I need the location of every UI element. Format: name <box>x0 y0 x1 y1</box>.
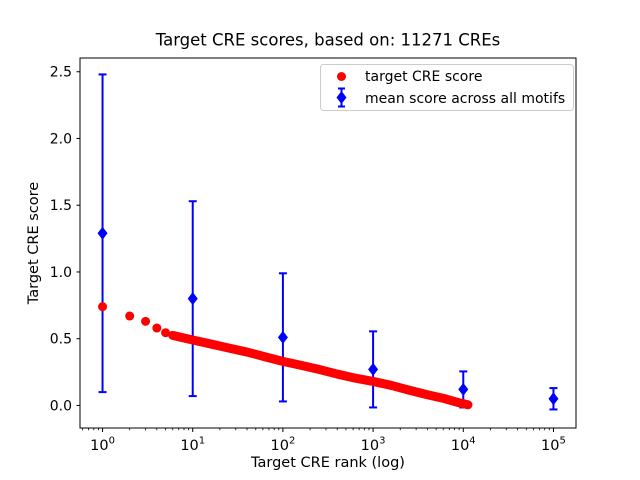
x-tick-label: 101 <box>180 436 205 455</box>
red-scatter-point <box>161 328 171 338</box>
x-tick-label: 102 <box>270 436 295 455</box>
y-tick-label: 2.5 <box>50 65 72 81</box>
chart-title: Target CRE scores, based on: 11271 CREs <box>155 31 501 50</box>
x-tick-label: 104 <box>451 436 476 455</box>
blue-diamond-marker <box>277 330 288 344</box>
y-tick-label: 0.0 <box>50 398 72 414</box>
red-scatter-point <box>98 302 108 312</box>
blue-diamond-marker <box>97 226 108 240</box>
red-scatter-band <box>168 330 473 410</box>
legend-box <box>320 64 574 111</box>
red-scatter-point <box>125 311 135 321</box>
legend-red-circle-marker <box>337 72 346 81</box>
x-tick-label: 105 <box>541 436 566 455</box>
legend-blue-diamond-marker <box>336 91 347 104</box>
legend-box-layer <box>320 64 574 111</box>
blue-diamond-marker <box>368 362 379 376</box>
x-tick-label: 103 <box>361 436 386 455</box>
data-layer <box>97 73 559 411</box>
x-tick-label: 100 <box>90 436 115 455</box>
blue-diamond-marker <box>187 292 198 306</box>
y-tick-label: 0.5 <box>50 332 72 348</box>
red-scatter-point <box>152 323 162 333</box>
blue-diamond-marker <box>458 382 469 396</box>
legend-label-mean-score: mean score across all motifs <box>365 91 565 107</box>
y-tick-label: 2.0 <box>50 131 72 147</box>
blue-diamond-marker <box>548 392 559 406</box>
y-axis-label: Target CRE score <box>26 182 42 305</box>
y-tick-label: 1.5 <box>50 198 72 214</box>
red-scatter-point <box>141 316 151 326</box>
y-tick-label: 1.0 <box>50 265 72 281</box>
text-layer: Target CRE scores, based on: 11271 CREs … <box>26 31 565 472</box>
plot-border <box>79 57 577 429</box>
legend-label-target-cre-score: target CRE score <box>365 69 482 85</box>
x-axis-label: Target CRE rank (log) <box>250 455 405 471</box>
axes-layer: 0.0 0.5 1.0 1.5 2.0 2.5 100 101 102 103 104 105 <box>50 57 577 455</box>
